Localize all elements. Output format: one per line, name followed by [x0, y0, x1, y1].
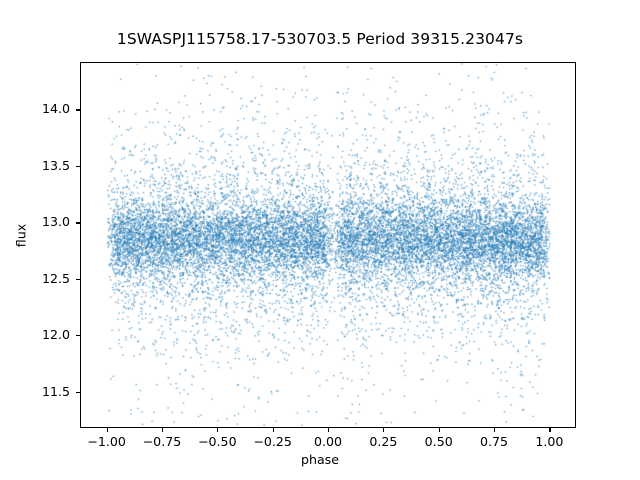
x-tick-mark: [383, 428, 385, 432]
x-tick-label: −0.75: [142, 434, 182, 449]
x-tick-label: 0.50: [424, 434, 453, 449]
y-tick-mark: [76, 165, 80, 168]
y-tick-label: 13.5: [41, 157, 70, 173]
x-tick-mark: [494, 428, 496, 432]
x-axis-label: phase: [300, 452, 339, 467]
plot-area: [80, 62, 576, 428]
y-tick-mark: [76, 391, 80, 393]
y-tick-label: 12.5: [41, 270, 70, 286]
y-tick-label: 11.5: [41, 383, 70, 399]
y-tick-mark: [76, 335, 80, 337]
y-tick-mark: [76, 222, 80, 224]
x-tick-label: −1.00: [87, 434, 126, 449]
x-tick-label: 0.00: [313, 434, 343, 449]
y-tick-label: 13.0: [41, 214, 70, 230]
y-tick-label: 12.0: [41, 327, 70, 343]
x-tick-label: −0.25: [253, 434, 292, 449]
scatter-plot-canvas: [81, 63, 575, 427]
x-tick-mark: [328, 428, 330, 432]
x-tick-mark: [438, 428, 440, 432]
x-tick-mark: [217, 428, 219, 432]
y-tick-mark: [76, 109, 80, 111]
x-tick-label: −0.50: [197, 434, 237, 449]
y-axis-label: flux: [13, 223, 29, 248]
x-tick-label: 1.00: [535, 434, 564, 449]
x-tick-mark: [106, 428, 108, 432]
x-tick-mark: [549, 428, 551, 432]
y-tick-label: 14.0: [41, 101, 70, 117]
y-tick-mark: [76, 278, 80, 280]
x-tick-label: 0.75: [480, 434, 509, 449]
x-tick-label: 0.25: [369, 434, 398, 449]
x-tick-mark: [161, 428, 164, 432]
page-title: 1SWASPJ115758.17-530703.5 Period 39315.2…: [116, 30, 524, 48]
x-tick-mark: [272, 428, 274, 432]
